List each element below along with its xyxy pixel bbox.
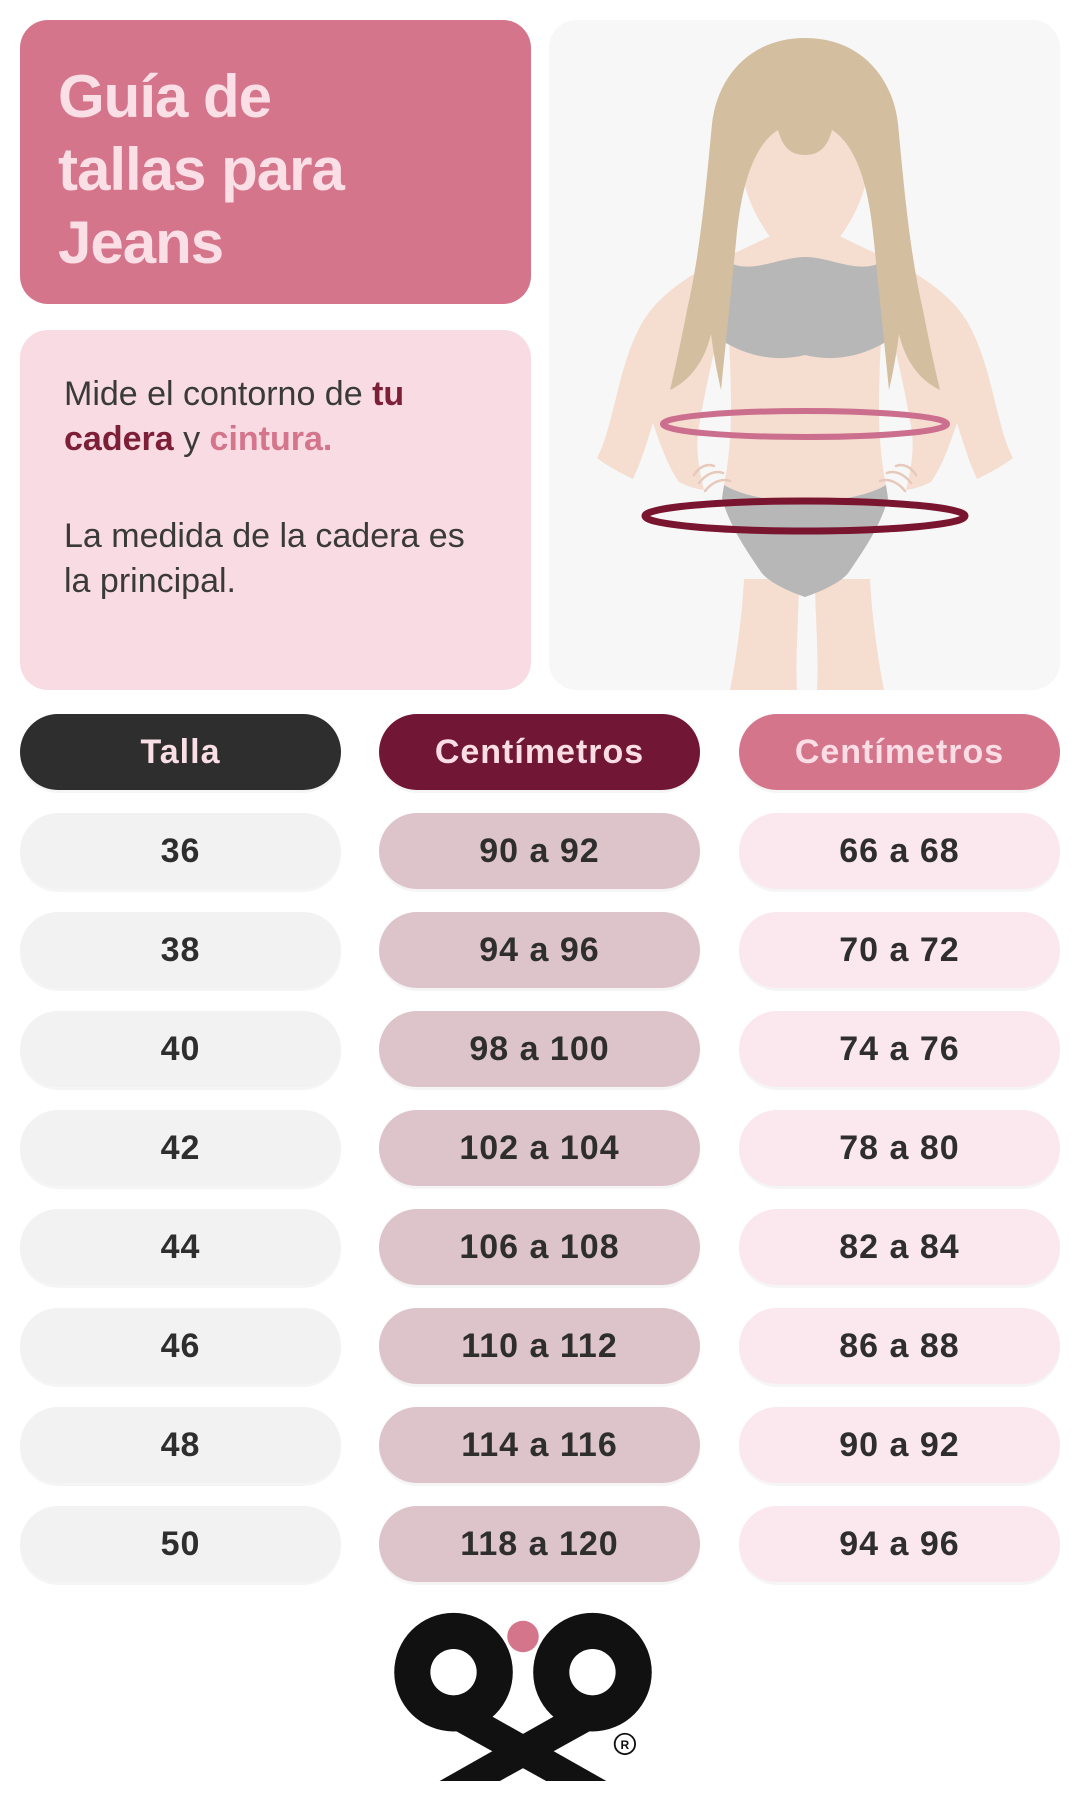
- svg-text:R: R: [621, 1738, 630, 1752]
